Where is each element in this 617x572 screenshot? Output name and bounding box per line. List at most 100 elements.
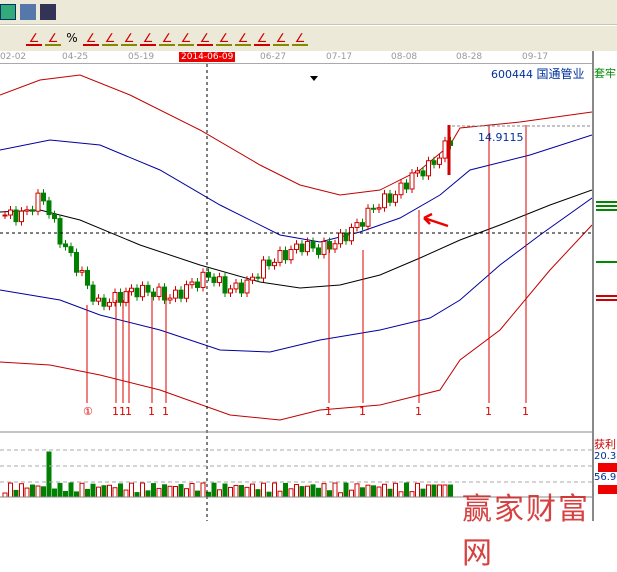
volume-bar [63, 491, 68, 498]
signal-marker: 1 [112, 405, 119, 418]
candle-body [173, 289, 178, 299]
date-label: 04-25 [62, 52, 89, 62]
bar-chart-icon[interactable]: ∠ [26, 30, 42, 46]
volume-bar [74, 491, 79, 498]
save-icon[interactable] [0, 4, 16, 20]
volume-bar [310, 484, 316, 498]
volume-bar [118, 483, 123, 498]
fan-3-icon[interactable]: ∠ [292, 30, 308, 46]
volume-bar [52, 488, 57, 498]
gold-line-icon[interactable]: ∠ [121, 30, 137, 46]
volume-bar [46, 451, 52, 498]
signal-marker: 1 [162, 405, 169, 418]
volume-bar [327, 490, 332, 498]
date-label: 08-28 [456, 52, 483, 62]
candle-body [272, 261, 277, 267]
volume-bar [299, 486, 305, 498]
candle-body [90, 284, 96, 302]
volume-bar [261, 482, 266, 498]
avg-line-icon[interactable]: ∠ [159, 30, 175, 46]
volume-bar [151, 483, 156, 498]
%-icon[interactable]: % [66, 31, 78, 45]
gold-circle-icon[interactable]: ∠ [102, 30, 118, 46]
volume-bar [145, 490, 151, 498]
volume-bar [420, 488, 426, 498]
fan-1-icon[interactable]: ∠ [254, 30, 270, 46]
candle-body [343, 232, 349, 242]
candle-body [382, 193, 387, 209]
volume-bar [354, 483, 360, 498]
volume-bar [398, 491, 404, 498]
volume-bar [360, 487, 365, 498]
F-line-icon[interactable]: ∠ [216, 30, 232, 46]
candle-body [222, 276, 228, 294]
stock-title: 600444 国通管业 [491, 67, 585, 81]
candle-body [217, 276, 222, 283]
candle-body [57, 218, 63, 245]
gold-fan-icon[interactable]: ∠ [235, 30, 251, 46]
candle-body [261, 259, 266, 279]
J-line-icon[interactable]: ∠ [197, 30, 213, 46]
signal-marker: 1 [522, 405, 529, 418]
volume-bar [415, 482, 420, 498]
candle-body [211, 276, 217, 283]
volume-bar [409, 491, 415, 498]
signal-marker: 1 [415, 405, 422, 418]
candle-body [266, 259, 272, 267]
connect-icon[interactable] [40, 4, 56, 20]
volume-bar [140, 482, 145, 498]
lower-inner-band [0, 197, 592, 353]
watermark: 赢家财富网 [462, 492, 590, 571]
volume-bar [30, 484, 35, 498]
candle-body [294, 243, 299, 250]
network-icon[interactable] [20, 4, 36, 20]
volume-bar [79, 482, 85, 498]
trapped-label: 套牢 [594, 67, 616, 80]
volume-bar [343, 482, 349, 498]
volume-bar [365, 484, 371, 498]
volume-bar [35, 485, 41, 498]
candle-body [13, 209, 19, 223]
signal-marker: 1 [325, 405, 332, 418]
volume-bar [426, 484, 431, 498]
candle-body [360, 222, 365, 227]
candle-body [85, 269, 90, 286]
percent-red-icon[interactable]: ∠ [45, 30, 61, 46]
candle-body [387, 193, 393, 203]
kline-chart[interactable]: ① 1 1 1 1 1 1 1 1 1 114.9115 [0, 64, 592, 521]
volume-bar [13, 489, 19, 498]
draw-tool-icon[interactable]: ∠ [140, 30, 156, 46]
candle-body [96, 297, 101, 302]
volume-bar [134, 492, 140, 498]
volume-bar [222, 483, 228, 498]
chip-bars [596, 201, 617, 203]
candle-body [118, 292, 123, 303]
price-annotation: 14.9115 [478, 131, 524, 144]
candle-body [123, 291, 129, 303]
candle-body [288, 248, 294, 261]
date-label: 06-27 [260, 52, 287, 62]
volume-bar [239, 485, 244, 498]
date-axis: 02-02 04-25 05-19 2014-06-09 06-27 07-17… [0, 51, 592, 64]
profit-bar [598, 463, 617, 472]
candle-body [140, 284, 145, 298]
volume-bar [96, 486, 101, 498]
volume-bar [189, 483, 195, 498]
signal-marker: 1 [485, 405, 492, 418]
candle-body [63, 243, 68, 248]
volume-bar [371, 485, 376, 498]
candle-body [409, 172, 415, 190]
date-label: 09-17 [522, 52, 549, 62]
volume-bar [382, 483, 387, 498]
fan-2-icon[interactable]: ∠ [273, 30, 289, 46]
middle-band [0, 189, 592, 289]
candle-body [431, 160, 437, 165]
percent-line-icon[interactable]: ∠ [83, 30, 99, 46]
candle-body [420, 170, 426, 177]
candle-body [8, 209, 13, 216]
candle-body [332, 243, 338, 250]
candle-body [79, 269, 85, 273]
upper-inner-band [0, 134, 592, 243]
gold-avg-icon[interactable]: ∠ [178, 30, 194, 46]
volume-bar [272, 482, 277, 498]
